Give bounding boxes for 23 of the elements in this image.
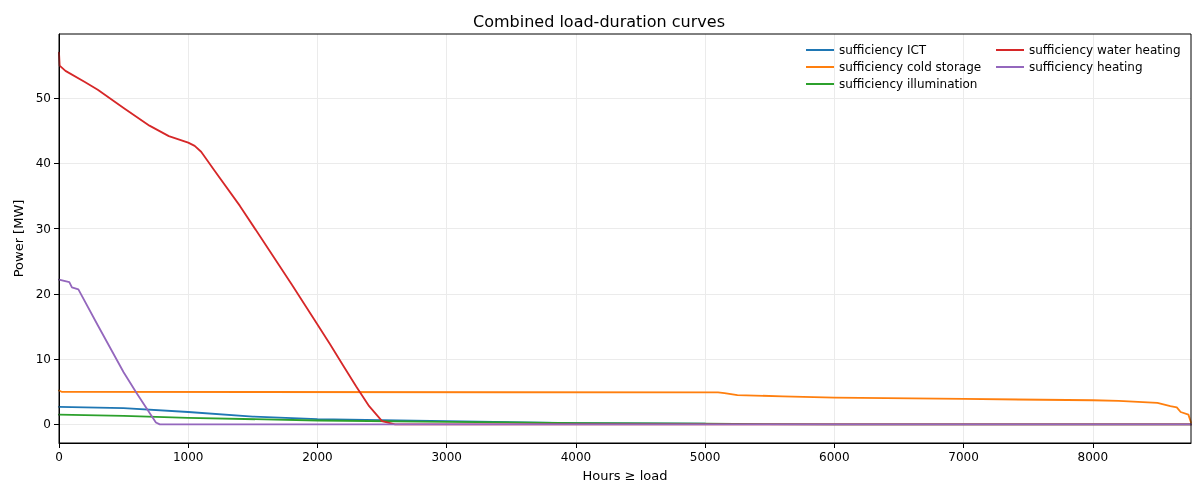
x-tick-label: 3000 <box>431 450 462 464</box>
x-tick-label: 8000 <box>1077 450 1109 464</box>
legend-label: sufficiency ICT <box>839 43 927 57</box>
x-tick-label: 0 <box>55 450 63 464</box>
x-tick-label: 6000 <box>819 450 850 464</box>
y-tick-label: 10 <box>35 352 51 367</box>
x-axis-title: Hours ≥ load <box>582 468 668 483</box>
y-tick-label: 50 <box>35 91 51 106</box>
x-tick-label: 7000 <box>948 450 979 464</box>
y-axis-title: Power [MW] <box>10 199 26 278</box>
x-tick-label: 4000 <box>560 450 592 464</box>
x-tick-label: 5000 <box>689 450 721 464</box>
y-tick-label: 0 <box>43 417 51 432</box>
y-tick-label: 20 <box>35 286 51 301</box>
legend-label: sufficiency heating <box>1029 60 1143 74</box>
y-tick-label: 30 <box>35 221 51 236</box>
legend-label: sufficiency water heating <box>1029 43 1181 57</box>
legend-label: sufficiency illumination <box>839 77 978 91</box>
x-tick-label: 2000 <box>302 450 333 464</box>
y-tick-label: 40 <box>35 156 51 171</box>
x-tick-label: 1000 <box>172 450 204 464</box>
chart-title: Combined load-duration curves <box>473 11 725 31</box>
legend-label: sufficiency cold storage <box>839 60 982 74</box>
